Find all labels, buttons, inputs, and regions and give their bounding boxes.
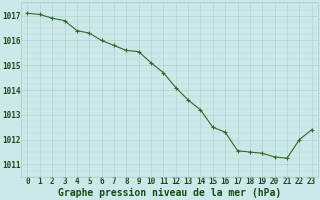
- X-axis label: Graphe pression niveau de la mer (hPa): Graphe pression niveau de la mer (hPa): [58, 188, 281, 198]
